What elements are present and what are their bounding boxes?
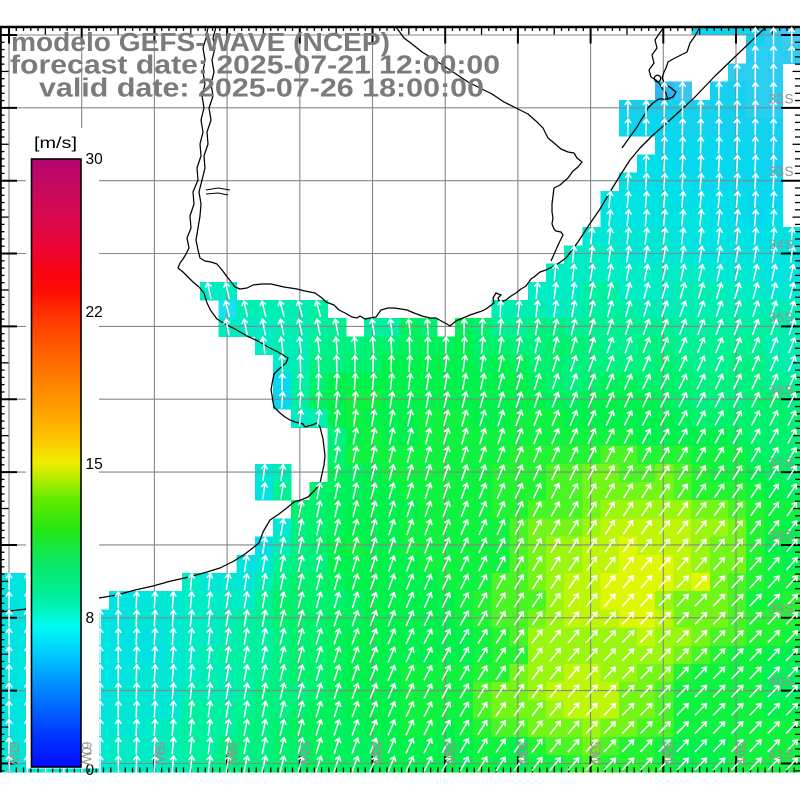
svg-text:41S: 41S xyxy=(769,747,794,762)
svg-text:58W: 58W xyxy=(225,742,240,766)
svg-text:55W: 55W xyxy=(443,742,458,766)
svg-text:61W: 61W xyxy=(7,742,22,766)
svg-text:36S: 36S xyxy=(769,383,794,398)
svg-text:38S: 38S xyxy=(769,528,794,543)
svg-text:valid date: 2025-07-26 18:00:0: valid date: 2025-07-26 18:00:00 xyxy=(39,75,484,103)
svg-text:0: 0 xyxy=(86,762,95,779)
svg-text:52W: 52W xyxy=(661,742,676,766)
svg-text:modelo GEFS-WAVE (NCEP): modelo GEFS-WAVE (NCEP) xyxy=(11,29,390,57)
svg-text:[m/s]: [m/s] xyxy=(34,135,77,152)
svg-text:56W: 56W xyxy=(370,742,385,766)
svg-text:59W: 59W xyxy=(152,742,167,766)
svg-text:8: 8 xyxy=(86,610,95,627)
svg-text:37S: 37S xyxy=(769,456,794,471)
svg-text:35S: 35S xyxy=(769,310,794,325)
svg-text:57W: 57W xyxy=(297,742,312,766)
svg-text:40S: 40S xyxy=(769,674,794,689)
svg-text:forecast date: 2025-07-21 12:0: forecast date: 2025-07-21 12:00:00 xyxy=(10,52,500,80)
svg-text:34S: 34S xyxy=(769,237,794,252)
svg-text:33S: 33S xyxy=(769,164,794,179)
svg-text:51W: 51W xyxy=(734,742,749,766)
svg-text:54W: 54W xyxy=(515,742,530,766)
svg-text:30: 30 xyxy=(86,151,104,168)
svg-text:60W: 60W xyxy=(79,742,94,766)
svg-text:15: 15 xyxy=(86,456,103,473)
svg-text:22: 22 xyxy=(86,304,103,321)
svg-text:32S: 32S xyxy=(769,91,794,106)
svg-text:53W: 53W xyxy=(588,742,603,766)
svg-text:39S: 39S xyxy=(769,601,794,616)
